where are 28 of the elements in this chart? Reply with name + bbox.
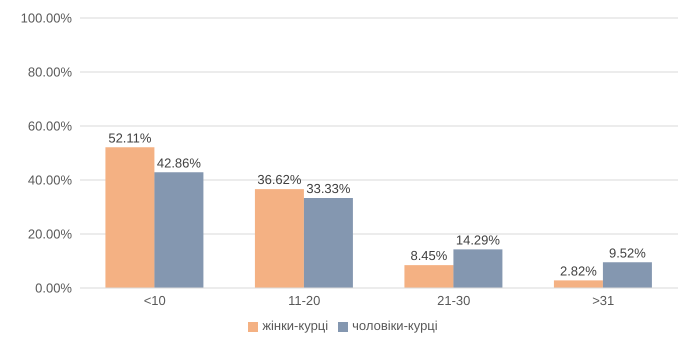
data-label: 9.52% (608, 245, 646, 260)
data-label: 42.86% (156, 155, 202, 170)
bar (254, 189, 304, 288)
bar (453, 249, 502, 288)
data-label: 8.45% (410, 248, 448, 264)
data-label: 36.62% (257, 172, 302, 188)
legend-label: жінки-курці (262, 318, 328, 333)
legend-label: чоловіки-курці (352, 318, 438, 333)
y-tick-label: 60.00% (28, 118, 72, 134)
bar (554, 280, 603, 288)
x-tick-label: >31 (592, 293, 614, 308)
y-tick-label: 40.00% (28, 172, 72, 188)
y-tick-label: 100.00% (20, 10, 72, 26)
bar (154, 172, 204, 288)
bar (404, 265, 454, 288)
x-tick-label: <10 (144, 293, 166, 308)
y-tick-label: 20.00% (28, 226, 72, 242)
y-tick-label: 80.00% (28, 64, 72, 80)
data-label: 52.11% (108, 130, 152, 146)
bar (105, 147, 154, 288)
data-label: 33.33% (306, 181, 351, 196)
bar (602, 262, 652, 288)
x-tick-label: 11-20 (288, 293, 320, 308)
data-label: 14.29% (456, 232, 500, 248)
bar (304, 198, 353, 288)
x-tick-label: 21-30 (437, 293, 470, 308)
data-label: 2.82% (560, 263, 598, 278)
y-tick-label: 0.00% (35, 280, 72, 296)
